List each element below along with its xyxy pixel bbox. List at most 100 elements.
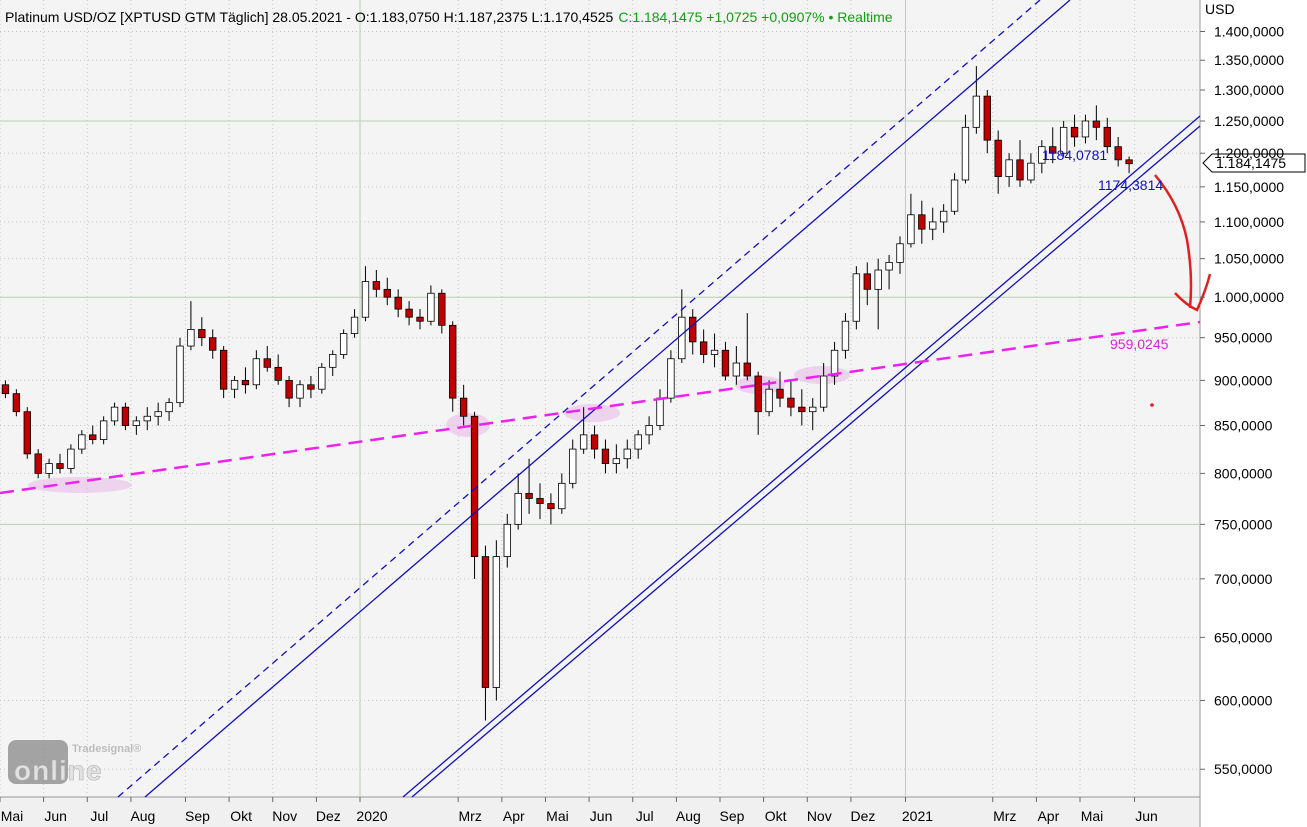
y-tick-label: 1.400,0000 [1214, 24, 1284, 40]
x-tick-label: Nov [272, 808, 297, 824]
x-tick-label: Dez [316, 808, 341, 824]
x-tick-label: Sep [720, 808, 745, 824]
candle-body [732, 362, 741, 377]
candle-body [89, 434, 97, 440]
y-axis-label: USD [1205, 1, 1235, 17]
candle-body [1114, 146, 1122, 161]
candles [1, 66, 1133, 721]
candle-body [623, 448, 631, 460]
candle-body [165, 402, 173, 413]
candle-body [1092, 120, 1101, 128]
candle-body [1059, 126, 1068, 154]
candle-body [78, 434, 86, 450]
candle-body [1, 384, 10, 395]
candle-body [852, 273, 861, 322]
candle-body [198, 329, 206, 339]
candle-body [339, 333, 348, 355]
channel-line [411, 125, 1201, 798]
candle-body [841, 320, 850, 351]
channel-label: 1174,3814 [1098, 177, 1163, 193]
candle-body [972, 95, 981, 128]
candle-body [1070, 126, 1079, 138]
candle-body [427, 292, 435, 322]
candle-body [950, 179, 959, 212]
chart-title-change: C:1.184,1475 +1,0725 +0,0907% • Realtime [618, 9, 892, 25]
candle-body [99, 420, 108, 440]
candle-body [241, 379, 250, 386]
candle-body [787, 397, 795, 408]
logo-box [8, 740, 68, 784]
candle-body [209, 337, 217, 351]
logo-name: online [14, 755, 102, 786]
x-tick-label: Apr [503, 808, 525, 824]
candle-body [350, 316, 359, 334]
x-tick-label: Jul [636, 808, 654, 824]
candle-body [121, 406, 130, 426]
candle-body [492, 556, 501, 688]
x-tick-label: Sep [185, 808, 210, 824]
x-tick-label: Okt [230, 808, 252, 824]
candle-body [394, 296, 402, 310]
support-label: 959,0245 [1110, 336, 1169, 352]
candle-body [689, 316, 697, 343]
candle-body [896, 243, 904, 263]
candle-body [449, 324, 457, 399]
candle-body [263, 358, 271, 368]
candle-body [318, 366, 326, 390]
y-tick-label: 700,0000 [1214, 571, 1273, 587]
candle-body [372, 281, 381, 290]
candle-body [110, 406, 119, 422]
x-tick-label: Aug [130, 808, 155, 824]
candle-body [296, 384, 304, 399]
candle-body [601, 448, 610, 464]
channel-label: 1184,0781 [1042, 147, 1107, 163]
channel-line [402, 115, 1201, 798]
candle-body [154, 411, 162, 417]
candle-body [645, 425, 653, 436]
candle-body [699, 341, 708, 355]
highlight [28, 477, 132, 493]
candle-body [558, 482, 566, 510]
grid [0, 0, 1200, 797]
candle-body [983, 95, 991, 141]
candle-body [743, 362, 751, 377]
candle-body [503, 523, 511, 557]
candle-body [470, 415, 479, 557]
y-tick-label: 1.000,0000 [1214, 289, 1284, 305]
candle-body [569, 448, 577, 484]
x-tick-label: Jun [1135, 808, 1158, 824]
candle-body [579, 434, 588, 450]
candle-body [481, 556, 490, 688]
y-tick-label: 550,0000 [1214, 761, 1273, 777]
candle-body [536, 498, 544, 504]
candle-body [710, 349, 719, 355]
candle-body [678, 316, 686, 360]
x-tick-label: Aug [676, 808, 701, 824]
y-tick-label: 750,0000 [1214, 516, 1273, 532]
highlight [564, 404, 620, 422]
candle-body [383, 288, 391, 298]
candle-body [459, 397, 468, 417]
candle-body [143, 415, 151, 422]
candle-body [307, 384, 315, 390]
x-tick-label: Mai [1081, 808, 1104, 824]
candle-body [885, 262, 893, 271]
channel-line [144, 0, 1071, 798]
candle-body [590, 434, 599, 450]
candle-body [612, 458, 621, 464]
candle-body [1016, 159, 1024, 181]
y-tick-label: 1.200,0000 [1214, 145, 1284, 161]
candle-body [12, 393, 21, 413]
candle-body [274, 366, 282, 381]
x-tick-label: Okt [765, 808, 787, 824]
candle-body [252, 358, 261, 386]
candle-body [798, 406, 806, 413]
candle-body [438, 292, 446, 326]
candle-body [1005, 159, 1013, 178]
candle-body [918, 214, 926, 230]
y-tick-label: 1.150,0000 [1214, 179, 1284, 195]
chart-title: Platinum USD/OZ [XPTUSD GTM Täglich] 28.… [5, 9, 614, 25]
candle-body [874, 269, 882, 290]
candle-body [765, 388, 773, 413]
